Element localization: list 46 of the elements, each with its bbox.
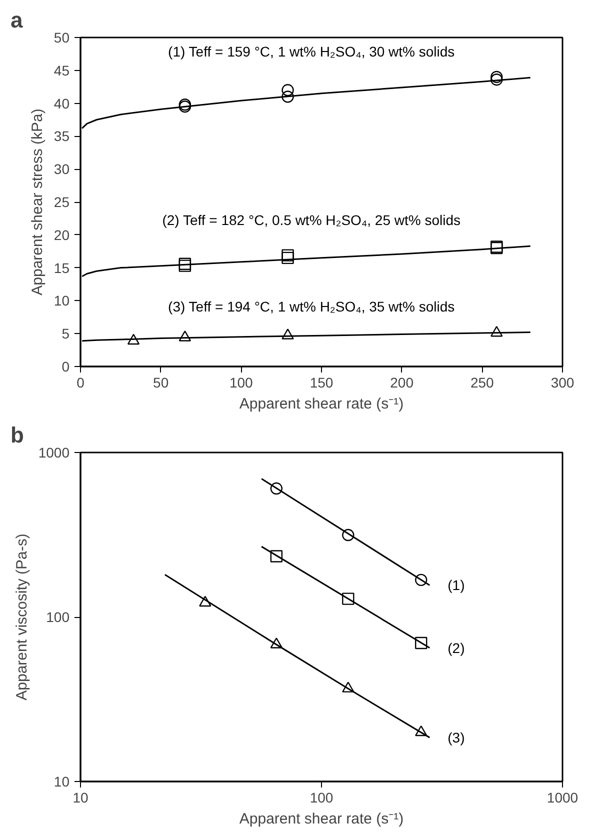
point: [127, 334, 140, 345]
x-tick-label: 50: [153, 374, 169, 390]
point: [490, 326, 503, 337]
x-tick-label: 1000: [546, 790, 578, 806]
x-tick-label: 100: [229, 374, 254, 390]
series-label: (3) Teff = 194 °C, 1 wt% H₂SO₄, 35 wt% solids: [168, 298, 455, 314]
x-axis-title: Apparent shear rate (s⁻¹): [239, 810, 404, 828]
y-tick-label: 40: [54, 95, 70, 112]
point: [178, 330, 192, 342]
y-tick-label: 0: [62, 358, 70, 374]
series-label: (2): [448, 640, 465, 656]
x-tick-label: 200: [390, 374, 414, 390]
point: [490, 70, 503, 84]
series-label: (1) Teff = 159 °C, 1 wt% H₂SO₄, 30 wt% solids: [168, 44, 455, 60]
x-tick-label: 100: [310, 790, 334, 806]
y-tick-label: 20: [54, 226, 70, 243]
y-tick-label: 30: [54, 161, 70, 178]
point: [282, 252, 294, 264]
point: [282, 328, 294, 340]
x-tick-label: 300: [550, 374, 574, 390]
series-label: (1): [448, 577, 465, 594]
y-tick-label: 50: [54, 30, 70, 46]
y-tick-label: 100: [46, 609, 70, 625]
series-label: (2) Teff = 182 °C, 0.5 wt% H₂SO₄, 25 wt% solids: [162, 212, 461, 228]
x-tick-label: 0: [76, 374, 85, 390]
point: [282, 90, 294, 103]
y-tick-label: 10: [54, 774, 70, 790]
y-tick-label: 15: [54, 260, 70, 276]
point: [282, 84, 294, 96]
x-tick-label: 250: [470, 374, 494, 390]
series-label: (3): [448, 730, 465, 746]
y-tick-label: 10: [54, 292, 70, 309]
chart-title: b: [10, 422, 24, 448]
x-tick-label: 150: [310, 374, 334, 390]
y-tick-label: 1000: [38, 444, 70, 460]
x-tick-label: 10: [72, 790, 88, 806]
chart-title: a: [10, 8, 24, 32]
y-tick-label: 35: [54, 128, 70, 144]
y-tick-label: 45: [54, 62, 70, 78]
y-axis-title: Apparent shear stress (kPa): [28, 108, 46, 296]
point: [490, 74, 503, 86]
y-tick-label: 25: [54, 194, 70, 210]
y-axis-title: Apparent viscosity (Pa-s): [13, 534, 30, 700]
point: [282, 249, 294, 262]
x-axis-title: Apparent shear rate (s⁻¹): [239, 396, 404, 412]
y-tick-label: 5: [62, 326, 70, 342]
